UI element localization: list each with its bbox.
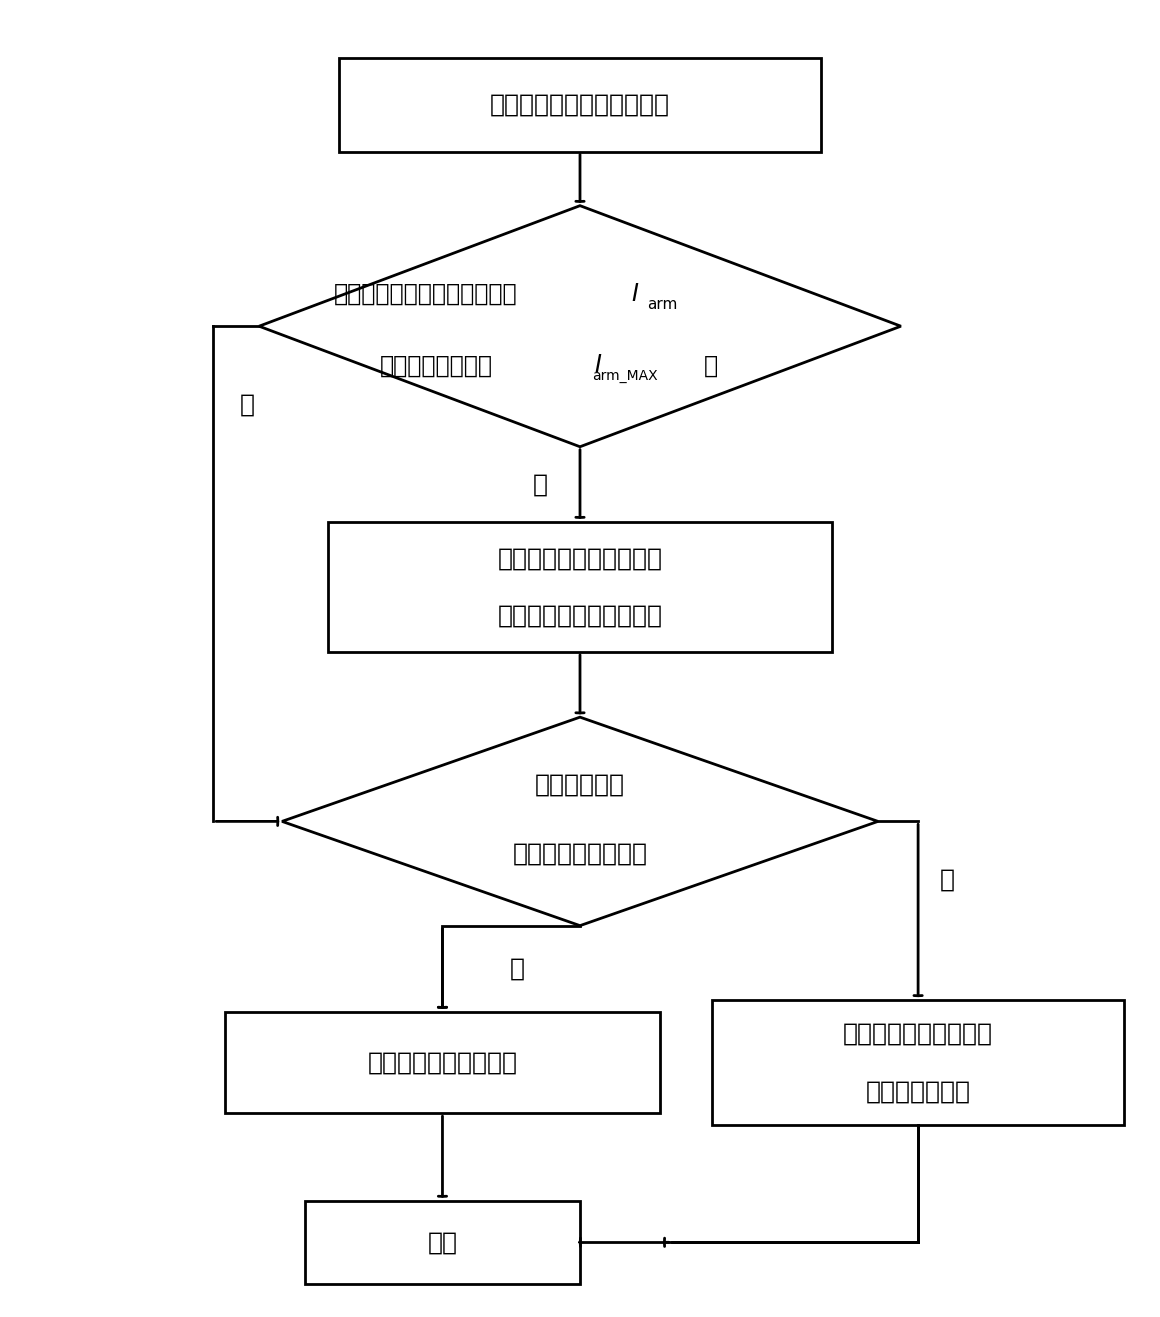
Text: 故障功率模块触发旁路操作: 故障功率模块触发旁路操作 — [490, 92, 670, 117]
Bar — [712, 1000, 1124, 1125]
Text: I: I — [631, 282, 638, 306]
Text: 否: 否 — [240, 392, 255, 416]
Text: I: I — [595, 353, 602, 377]
Text: ？: ？ — [704, 353, 718, 377]
Polygon shape — [282, 718, 878, 926]
Text: arm: arm — [647, 296, 677, 312]
Text: 故障功率模块旁路成功: 故障功率模块旁路成功 — [368, 1051, 517, 1075]
Bar — [340, 58, 820, 151]
Text: 是否超过保护定值: 是否超过保护定值 — [380, 353, 493, 377]
Text: 换流器闭锁跳闸: 换流器闭锁跳闸 — [865, 1079, 971, 1104]
Text: 是: 是 — [509, 956, 524, 981]
Bar — [305, 1201, 580, 1284]
Text: 是: 是 — [532, 473, 548, 497]
Bar — [225, 1011, 660, 1113]
Text: 是否完成旁路操作？: 是否完成旁路操作？ — [513, 842, 647, 867]
Text: 暂时性闭锁故障功率模块: 暂时性闭锁故障功率模块 — [498, 547, 662, 570]
Text: 所在桥臂的全部功率模块: 所在桥臂的全部功率模块 — [498, 603, 662, 627]
Text: 否: 否 — [940, 868, 955, 892]
Polygon shape — [259, 205, 901, 446]
Text: 故障功率模块: 故障功率模块 — [535, 773, 625, 797]
Text: 故障功率模块旁路失败: 故障功率模块旁路失败 — [843, 1022, 993, 1046]
Text: 故障功率模块所在桥臂的电流: 故障功率模块所在桥臂的电流 — [333, 282, 517, 306]
Text: 结束: 结束 — [428, 1230, 457, 1254]
Bar — [328, 522, 832, 652]
Text: arm_MAX: arm_MAX — [592, 369, 658, 383]
